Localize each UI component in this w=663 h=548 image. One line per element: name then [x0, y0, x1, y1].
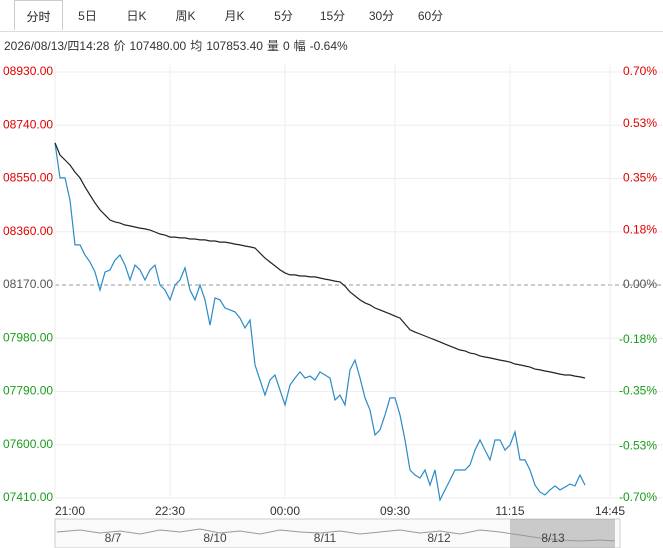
info-item: 均 [190, 39, 203, 53]
y2-tick-label: 0.35% [623, 171, 657, 185]
navigator-label: 8/7 [105, 531, 122, 545]
x-tick-label: 00:00 [270, 504, 300, 518]
y2-tick-label: -0.18% [619, 332, 657, 346]
y-tick-label: 08360.00 [3, 224, 53, 238]
info-item: -0.64% [309, 39, 348, 53]
y2-tick-label: 0.18% [623, 222, 657, 236]
tab-bar: 分时 5日 日K 周K 月K 5分 15分 30分 60分 [0, 0, 663, 32]
tab[interactable]: 分时 [14, 0, 63, 31]
tab[interactable]: 5分 [274, 9, 293, 23]
navigator-label: 8/13 [541, 531, 565, 545]
y-tick-label: 07790.00 [3, 384, 53, 398]
y2-tick-label: -0.70% [619, 490, 657, 504]
y2-tick-label: -0.35% [619, 384, 657, 398]
y-tick-label: 08550.00 [3, 171, 53, 185]
price-line [54, 142, 586, 502]
tab[interactable]: 月K [224, 9, 245, 23]
tab[interactable]: 30分 [368, 9, 395, 23]
tab[interactable]: 周K [175, 9, 196, 23]
info-item: 2026/08/13/四14:28 [4, 39, 110, 53]
x-tick-label: 22:30 [155, 504, 185, 518]
y-tick-label: 07410.00 [3, 490, 53, 504]
tab[interactable]: 5日 [78, 9, 97, 23]
navigator-label: 8/12 [427, 531, 451, 545]
navigator-label: 8/11 [314, 531, 337, 545]
y-tick-label: 07980.00 [3, 330, 53, 344]
info-item: 0 [282, 39, 290, 53]
navigator-window[interactable] [510, 519, 615, 548]
y-tick-label: 08740.00 [3, 117, 53, 131]
info-item: 幅 [293, 39, 306, 53]
info-item: 107853.40 [206, 39, 263, 53]
y-tick-label: 08930.00 [3, 64, 53, 78]
y2-tick-label: 0.70% [623, 64, 657, 78]
price-line [54, 142, 586, 379]
y2-tick-label: 0.00% [623, 277, 657, 291]
x-tick-label: 09:30 [380, 504, 410, 518]
info-line: 2026/08/13/四14:28 价 107480.00 均 107853.40 量 0 幅… [4, 37, 352, 54]
info-item: 量 [266, 39, 279, 53]
info-item: 107480.00 [129, 39, 187, 53]
y-tick-label: 08170.00 [3, 277, 53, 291]
y2-tick-label: 0.53% [623, 116, 657, 130]
navigator-line [56, 528, 616, 542]
y-tick-label: 07600.00 [3, 437, 53, 451]
x-tick-label: 21:00 [55, 504, 85, 518]
x-tick-label: 14:45 [595, 504, 625, 518]
tab[interactable]: 日K [126, 9, 147, 23]
y2-tick-label: -0.53% [619, 438, 657, 452]
info-item: 价 [113, 39, 126, 53]
x-tick-label: 11:15 [495, 504, 524, 518]
tab[interactable]: 60分 [417, 9, 444, 23]
navigator-label: 8/10 [203, 531, 227, 545]
tab[interactable]: 15分 [319, 9, 346, 23]
